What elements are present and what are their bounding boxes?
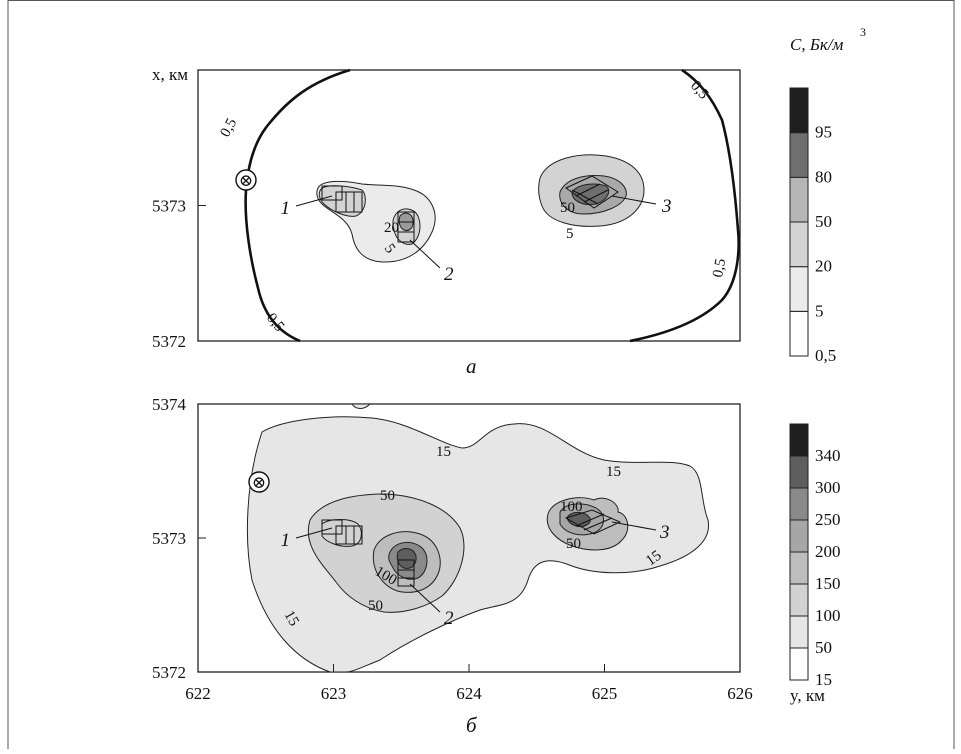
panel-b-colorbar-swatch	[789, 455, 809, 489]
panel-a-plot-area	[197, 69, 741, 342]
panel-a-source-label: 3	[661, 196, 672, 217]
panel-b-source-buildings	[321, 509, 622, 587]
panel-b-label: б	[466, 713, 478, 737]
panel-b-colorbar-swatch	[789, 615, 809, 649]
panel-a-colorbar-level-label: 0,5	[815, 346, 836, 365]
panel-b-y-ticks: 5374 5373 5372	[152, 395, 206, 682]
panel-b-x-ticks: 622 623 624 625 626	[185, 664, 753, 703]
panel-a-colorbar-swatch	[789, 266, 809, 312]
panel-b-y-tick-label: 5374	[152, 395, 187, 414]
panel-b-x-tick-label: 624	[456, 684, 482, 703]
panel-b-y-tick-label: 5373	[152, 529, 186, 548]
panel-a-colorbar-swatch	[789, 176, 809, 223]
figure-frame	[7, 0, 955, 754]
panel-a-colorbar-level-label: 80	[815, 167, 832, 186]
panel-a-colorbar-level-label: 95	[815, 123, 832, 142]
panel-b-contour-label: 50	[380, 488, 395, 504]
panel-a-colorbar: 0,5 5 20 50 80 95	[789, 87, 836, 365]
panel-b-colorbar-level-label: 100	[815, 606, 841, 625]
panel-a-y-tick-label: 5373	[152, 197, 186, 216]
panel-a-colorbar-level-label: 50	[815, 212, 832, 231]
panel-b-x-tick-label: 625	[592, 684, 618, 703]
panel-b-contour-label: 100	[560, 499, 583, 515]
panel-a-source-label: 2	[444, 264, 454, 285]
panel-a-colorbar-title-superscript: 3	[860, 25, 866, 39]
panel-a-source-buildings	[321, 175, 619, 243]
panel-b-colorbar-swatch	[789, 487, 809, 521]
panel-a-label: а	[466, 354, 477, 378]
panel-b-x-tick-label: 622	[185, 684, 211, 703]
panel-a-contour-label: 5	[566, 226, 574, 242]
panel-b-contour-300-source2	[396, 548, 417, 569]
panel-a-colorbar-title: C, Бк/м	[790, 35, 844, 54]
panel-a-y-ticks: 5373 5372	[152, 197, 206, 351]
panel-b-colorbar-swatch	[789, 519, 809, 553]
panel-b-contour-label: 15	[606, 464, 621, 480]
panel-b-colorbar-swatch	[789, 647, 809, 681]
panel-b-contour-15-notch	[351, 403, 372, 409]
panel-b-colorbar-swatch	[789, 551, 809, 585]
panel-b-colorbar-level-label: 150	[815, 574, 841, 593]
panel-a: ⊗ 0,5 0,5 0,5 0,5 5 20 5 50 1 2 3 x, км …	[152, 25, 866, 378]
panel-b-colorbar-level-label: 340	[815, 446, 841, 465]
panel-a-marker: ⊗	[235, 169, 257, 191]
panel-b-source-label: 1	[281, 530, 291, 551]
panel-b-contour-label: 50	[368, 598, 383, 614]
panel-b-source-label: 2	[444, 608, 454, 629]
panel-a-marker-glyph: ⊗	[239, 171, 253, 190]
panel-b-x-axis-label: y, км	[790, 686, 825, 705]
panel-b: ⊗ 15 15 15 15 50 50 100 50 100 1 2 3 537…	[152, 395, 841, 737]
panel-b-y-tick-label: 5372	[152, 663, 186, 682]
panel-a-contour-label: 20	[384, 220, 399, 236]
panel-b-colorbar-level-label: 300	[815, 478, 841, 497]
panel-b-colorbar: 15 50 100 150 200 250 300 340	[789, 423, 841, 689]
panel-b-contour-label: 50	[566, 536, 581, 552]
panel-b-contour-label: 15	[436, 444, 451, 460]
panel-a-contour-label: 0,5	[710, 257, 729, 278]
panel-a-colorbar-swatch	[789, 310, 809, 357]
panel-b-source-label: 3	[659, 522, 670, 543]
panel-a-colorbar-swatch	[789, 132, 809, 178]
panel-b-contour-label: 15	[281, 608, 302, 629]
panel-b-colorbar-level-label: 200	[815, 542, 841, 561]
panel-b-marker: ⊗	[248, 471, 270, 493]
panel-b-x-tick-label: 626	[727, 684, 753, 703]
panel-a-colorbar-swatch	[789, 87, 809, 134]
panel-a-y-axis-label: x, км	[152, 65, 188, 84]
panel-b-marker-glyph: ⊗	[252, 473, 266, 492]
panel-b-colorbar-swatch	[789, 583, 809, 617]
panel-b-leaders	[295, 521, 657, 613]
panel-b-contour-15	[246, 416, 710, 673]
panel-b-colorbar-level-label: 15	[815, 670, 832, 689]
panel-a-colorbar-level-label: 5	[815, 301, 824, 320]
panel-b-colorbar-level-label: 250	[815, 510, 841, 529]
panel-b-x-tick-label: 623	[321, 684, 347, 703]
panel-a-colorbar-level-label: 20	[815, 257, 832, 276]
panel-a-source-label: 1	[281, 198, 291, 219]
panel-b-colorbar-level-label: 50	[815, 638, 832, 657]
panel-a-colorbar-swatch	[789, 221, 809, 268]
panel-a-contour-label: 50	[560, 200, 575, 216]
panel-a-y-tick-label: 5372	[152, 332, 186, 351]
panel-a-contour-label: 0,5	[217, 116, 240, 140]
panel-a-leaders	[295, 195, 657, 269]
panel-b-colorbar-swatch	[789, 423, 809, 457]
